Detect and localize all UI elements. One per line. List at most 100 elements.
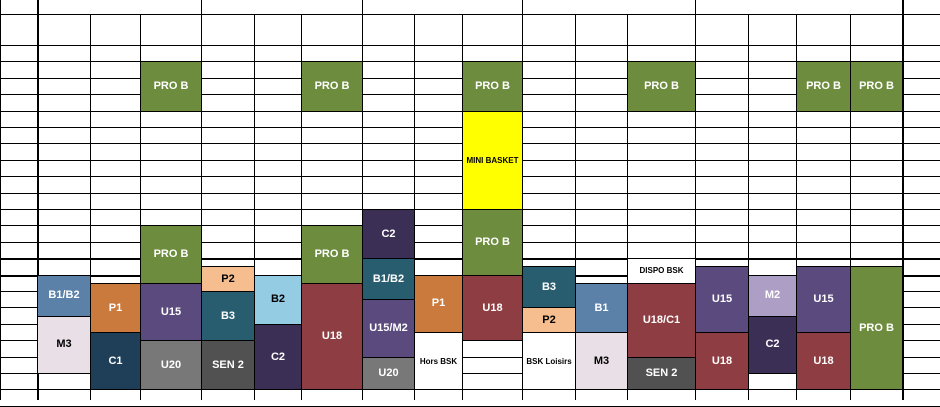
session-block-mercredi-barbusse-u15-m2: U15/M2 xyxy=(362,299,415,358)
venue-header xyxy=(301,15,362,45)
grid-line-v xyxy=(902,0,904,400)
session-block-jeudi-sastre-m3: M3 xyxy=(575,332,628,391)
grid-line-h xyxy=(0,14,940,15)
time-label-left xyxy=(0,78,37,94)
grid-line-v xyxy=(748,14,749,400)
day-header-lundi xyxy=(37,0,201,13)
session-block-lundi-complexe-pro-b-2: PRO B xyxy=(140,225,202,284)
session-block-mardi-complexe-pro-b-1: PRO B xyxy=(301,61,363,112)
session-block-jeudi-complexe-u18-c1: U18/C1 xyxy=(627,282,696,358)
grid-line-h xyxy=(0,357,940,358)
session-block-jeudi-complexe-dispo-bsk: DISPO BSK xyxy=(627,258,696,284)
time-label-right xyxy=(902,160,940,176)
venue-header xyxy=(695,15,748,45)
time-label-left xyxy=(0,275,37,291)
session-block-vendredi-barbusse-u15: U15 xyxy=(695,266,749,333)
time-label-right xyxy=(902,193,940,209)
session-block-vendredi-complexe-u18: U18 xyxy=(796,332,851,391)
session-block-jeudi-barbusse-bsk-loisirs: BSK Loisirs xyxy=(522,332,576,391)
time-label-right xyxy=(902,111,940,127)
time-label-left xyxy=(0,324,37,340)
day-header-mercredi xyxy=(362,0,522,13)
session-block-jeudi-sastre-b1: B1 xyxy=(575,282,628,333)
session-block-lundi-sastre-c1: C1 xyxy=(90,332,141,391)
time-label-left xyxy=(0,307,37,323)
time-label-left xyxy=(0,389,37,405)
time-label-left xyxy=(0,242,37,258)
time-label-right xyxy=(902,307,940,323)
venue-header xyxy=(254,15,301,45)
time-label-left xyxy=(0,193,37,209)
session-block-vendredi-complexe-pro-b-1: PRO B xyxy=(796,61,851,112)
time-label-left xyxy=(0,143,37,159)
grid-line-v xyxy=(414,14,415,400)
day-header-jeudi xyxy=(522,0,695,13)
venue-header xyxy=(748,15,796,45)
hours-header-right xyxy=(902,8,940,26)
session-block-mardi-complexe-pro-b-2: PRO B xyxy=(301,225,363,284)
grid-line-v xyxy=(695,0,696,400)
time-label-right xyxy=(902,225,940,241)
grid-line-v xyxy=(90,14,91,400)
time-label-left xyxy=(0,160,37,176)
venue-header xyxy=(414,15,462,45)
time-label-right xyxy=(902,340,940,356)
time-label-right xyxy=(902,389,940,405)
day-header-mardi xyxy=(201,0,362,13)
session-block-lundi-barbusse-m3: M3 xyxy=(37,315,91,374)
time-label-right xyxy=(902,258,940,274)
session-block-vendredi-sastre-m2: M2 xyxy=(748,274,797,317)
session-block-mercredi-complexe-u18: U18 xyxy=(462,274,523,342)
time-label-right xyxy=(902,176,940,192)
session-block-mercredi-barbusse-c2: C2 xyxy=(362,209,415,260)
session-block-jeudi-complexe-sen-2: SEN 2 xyxy=(627,356,696,391)
grid-line-v xyxy=(37,0,39,400)
time-label-left xyxy=(0,94,37,110)
time-label-right xyxy=(902,78,940,94)
session-block-vendredi-complexe2-pro-b-2: PRO B xyxy=(850,266,903,391)
session-block-lundi-complexe-u20: U20 xyxy=(140,340,202,391)
time-label-left xyxy=(0,373,37,389)
session-block-jeudi-barbusse-p2: P2 xyxy=(522,307,576,333)
venue-header xyxy=(627,15,695,45)
session-block-mardi-barbusse-b3: B3 xyxy=(201,291,255,342)
grid-line-v xyxy=(575,14,576,400)
session-block-mercredi-complexe-pro-b-2: PRO B xyxy=(462,209,523,276)
session-block-mercredi-sastre-p1: P1 xyxy=(414,274,463,333)
grid-line-v xyxy=(0,0,1,400)
time-label-right xyxy=(902,143,940,159)
grid-line-v xyxy=(201,0,202,400)
time-label-left xyxy=(0,258,37,274)
time-label-left xyxy=(0,340,37,356)
session-block-mercredi-sastre-hors-bsk: Hors BSK xyxy=(414,332,463,391)
time-label-right xyxy=(902,94,940,110)
time-label-left xyxy=(0,111,37,127)
venue-header xyxy=(575,15,627,45)
grid-line-v xyxy=(140,14,141,400)
venue-header xyxy=(90,15,140,45)
session-block-vendredi-barbusse-u18: U18 xyxy=(695,332,749,391)
venue-header xyxy=(201,15,254,45)
time-label-right xyxy=(902,324,940,340)
venue-header xyxy=(37,15,90,45)
session-block-jeudi-barbusse-b3: B3 xyxy=(522,266,576,309)
grid-line-v xyxy=(850,14,851,400)
time-label-right xyxy=(902,291,940,307)
time-label-left xyxy=(0,225,37,241)
session-block-lundi-sastre-p1: P1 xyxy=(90,282,141,333)
session-block-mardi-barbusse-p2: P2 xyxy=(201,266,255,292)
session-block-mercredi-barbusse-b1-b2: B1/B2 xyxy=(362,258,415,301)
grid-line-v xyxy=(362,0,363,400)
session-block-mardi-sastre-c2: C2 xyxy=(254,323,302,391)
day-header-vendredi xyxy=(695,0,902,13)
session-block-jeudi-complexe-pro-b-1: PRO B xyxy=(627,61,696,112)
venue-header xyxy=(140,15,201,45)
session-block-mardi-sastre-b2: B2 xyxy=(254,274,302,325)
session-block-lundi-barbusse-b1-b2: B1/B2 xyxy=(37,274,91,317)
venue-header xyxy=(522,15,575,45)
grid-line-v xyxy=(301,14,302,400)
time-label-left xyxy=(0,61,37,77)
session-block-vendredi-sastre-c2: C2 xyxy=(748,315,797,374)
session-block-vendredi-complexe-u15: U15 xyxy=(796,266,851,333)
